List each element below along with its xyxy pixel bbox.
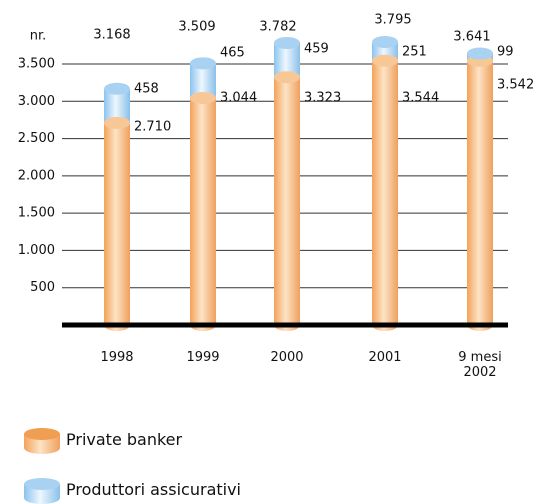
total-label: 3.641	[453, 30, 490, 45]
bar	[372, 60, 398, 325]
value-label: 251	[402, 45, 427, 60]
y-axis-label: nr.	[30, 29, 47, 44]
y-tick-label: 2.500	[18, 131, 55, 146]
value-label: 3.323	[304, 91, 341, 106]
legend-label: Produttori assicurativi	[66, 480, 241, 499]
value-label: 3.542	[497, 78, 534, 93]
x-tick-label: 1998	[100, 350, 134, 365]
y-tick-label: 3.000	[18, 94, 55, 109]
legend-swatch	[24, 478, 60, 490]
y-tick-label: 3.500	[18, 57, 55, 72]
total-label: 3.168	[93, 28, 130, 43]
x-tick-label: 9 mesi 2002	[458, 350, 502, 380]
y-tick-label: 1.000	[18, 243, 55, 258]
total-label: 3.509	[178, 20, 215, 35]
x-tick-label: 1999	[186, 350, 220, 365]
bar-top	[467, 47, 493, 60]
y-tick-label: 2.000	[18, 168, 55, 183]
y-tick-label: 500	[30, 280, 55, 295]
x-tick-label: 2000	[270, 350, 304, 365]
bar	[190, 98, 216, 325]
legend-swatch	[24, 492, 60, 504]
value-label: 459	[304, 42, 329, 57]
bar-top	[190, 92, 216, 105]
value-label: 458	[134, 82, 159, 97]
bar-top	[274, 36, 300, 49]
legend-label: Private banker	[66, 430, 183, 449]
value-label: 99	[497, 45, 514, 60]
legend-swatch	[24, 428, 60, 440]
bar	[274, 77, 300, 325]
x-tick-label: 2001	[368, 350, 402, 365]
bar-top	[190, 57, 216, 70]
total-label: 3.795	[374, 13, 411, 28]
bar-top	[274, 71, 300, 84]
bar-top	[104, 82, 130, 95]
y-tick-label: 1.500	[18, 206, 55, 221]
total-label: 3.782	[259, 20, 296, 35]
value-label: 3.544	[402, 91, 439, 106]
bar-top	[372, 36, 398, 49]
bar-top	[104, 116, 130, 129]
bar	[104, 122, 130, 325]
value-label: 3.044	[220, 91, 257, 106]
value-label: 2.710	[134, 120, 171, 135]
bar	[467, 60, 493, 325]
value-label: 465	[220, 46, 245, 61]
bar-top	[372, 54, 398, 67]
legend-swatch	[24, 442, 60, 454]
